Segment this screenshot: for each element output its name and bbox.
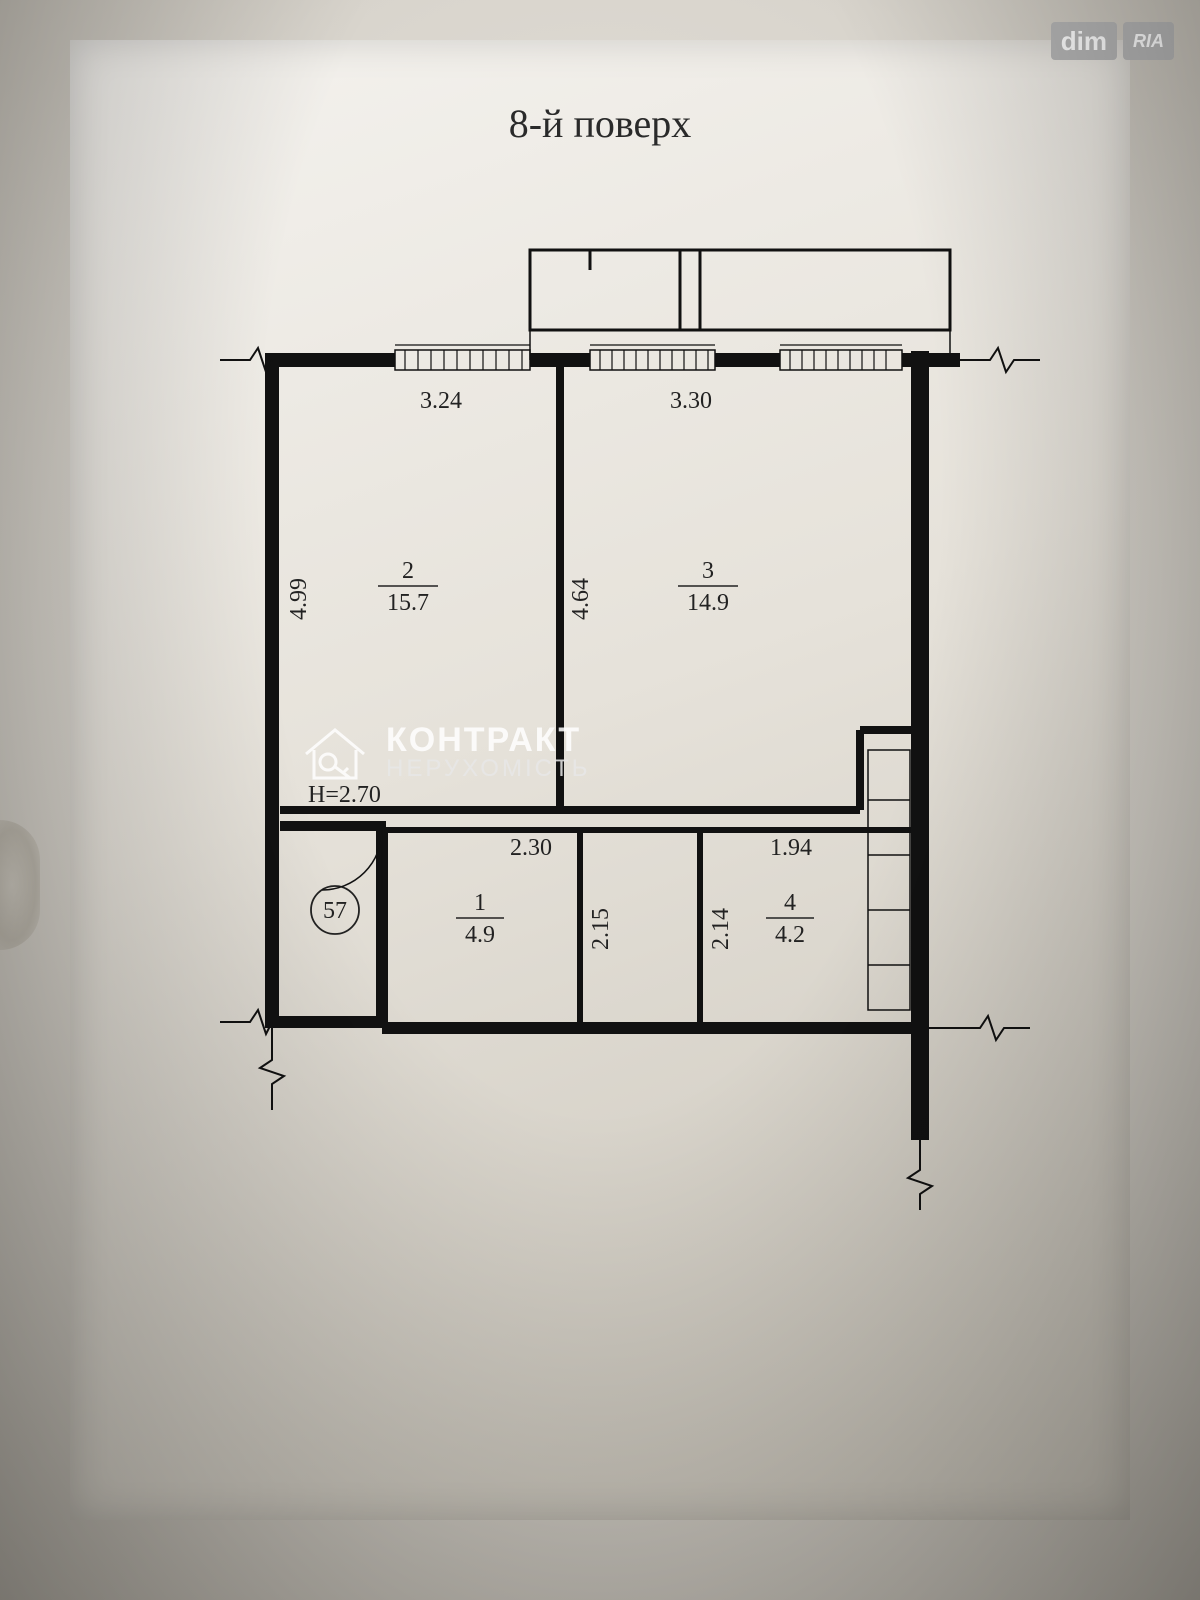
balcony-outline xyxy=(530,250,950,330)
thumb-shadow xyxy=(0,820,40,950)
svg-text:2: 2 xyxy=(402,558,414,584)
svg-text:4.9: 4.9 xyxy=(465,922,495,948)
room1-label: 1 4.9 xyxy=(456,890,504,948)
site-badge: dim RIA xyxy=(1051,22,1174,60)
dim-room1-width: 2.30 xyxy=(510,835,552,861)
dim-room2-width: 3.24 xyxy=(420,388,462,414)
svg-text:15.7: 15.7 xyxy=(387,590,429,616)
svg-text:1: 1 xyxy=(474,890,486,916)
house-key-icon xyxy=(300,720,370,784)
watermark-line2: НЕРУХОМІСТЬ xyxy=(386,757,591,781)
svg-text:4: 4 xyxy=(784,890,796,916)
svg-text:3: 3 xyxy=(702,558,714,584)
door-arc xyxy=(322,830,382,890)
room2-label: 2 15.7 xyxy=(378,558,438,616)
dim-room3-height: 4.64 xyxy=(568,578,594,620)
badge-dim: dim xyxy=(1051,22,1117,60)
window-room3 xyxy=(590,345,715,370)
floorplan-svg: 3.24 3.30 4.99 4.64 2.15 2.14 2.30 1.94 … xyxy=(160,190,1060,1210)
room4-label: 4 4.2 xyxy=(766,890,814,948)
ceiling-height-label: H=2.70 xyxy=(308,782,381,808)
dim-room2-height: 4.99 xyxy=(286,578,312,620)
watermark: КОНТРАКТ НЕРУХОМІСТЬ xyxy=(300,720,591,784)
page-title: 8-й поверх xyxy=(0,100,1200,147)
dim-room4-height: 2.14 xyxy=(708,908,734,950)
unit-number: 57 xyxy=(311,886,359,934)
dim-room3-width: 3.30 xyxy=(670,388,712,414)
svg-text:14.9: 14.9 xyxy=(687,590,729,616)
window-room2 xyxy=(395,345,530,370)
badge-ria: RIA xyxy=(1123,22,1174,60)
room3-label: 3 14.9 xyxy=(678,558,738,616)
svg-text:4.2: 4.2 xyxy=(775,922,805,948)
dim-room4-width: 1.94 xyxy=(770,835,812,861)
dim-room1-height: 2.15 xyxy=(588,908,614,950)
page-root: 8-й поверх xyxy=(0,0,1200,1600)
watermark-line1: КОНТРАКТ xyxy=(386,723,591,757)
svg-text:57: 57 xyxy=(323,898,347,924)
window-right xyxy=(780,345,902,370)
